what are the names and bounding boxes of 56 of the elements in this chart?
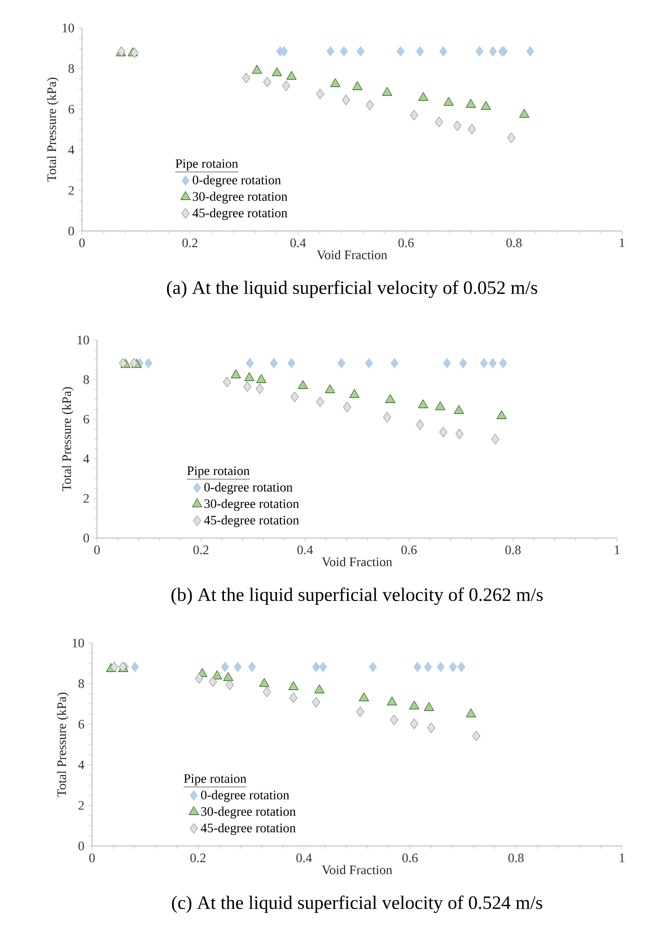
text: (c) At the liquid superficial velocity of 0.524 m/s (172, 896, 542, 913)
y-axis-title: Total Pressure (kPa) (56, 692, 69, 797)
x-tick-label: 0.4 (297, 546, 313, 554)
legend-label: 30-degree rotation (204, 498, 299, 511)
x-tick-label: 1 (620, 238, 624, 248)
x-tick-label: 0.4 (296, 854, 312, 862)
legend-label: 45-degree rotation (192, 208, 288, 220)
x-tick-label: 0.2 (182, 238, 198, 248)
x-tick-label: 0.8 (506, 238, 522, 248)
legend-label: 0-degree rotation (201, 790, 290, 802)
y-tick-label: 6 (84, 414, 90, 424)
legend-label: 45-degree rotation (200, 823, 296, 835)
x-tick-label: 1 (614, 546, 620, 554)
legend-label: 0-degree rotation (192, 175, 281, 188)
legend-label: 30-degree rotation (201, 806, 296, 819)
legend-label: 30-degree rotation (192, 192, 288, 204)
legend-title: Pipe rotaion (187, 466, 250, 478)
x-tick-label: 0.8 (508, 854, 524, 862)
y-tick-label: 6 (78, 720, 84, 729)
y-tick-label: 0 (84, 534, 89, 542)
x-tick-label: 0 (94, 546, 100, 554)
y-tick-label: 2 (68, 186, 74, 195)
y-tick-label: 8 (68, 64, 74, 73)
text: (b) At the liquid superficial velocity of 0.262 m/s (171, 588, 543, 605)
legend-title: Pipe rotaion (184, 774, 246, 786)
y-tick-label: 4 (78, 760, 84, 770)
x-tick-label: 0.4 (290, 238, 306, 248)
x-tick-label: 0.6 (401, 546, 417, 554)
y-tick-label: 2 (78, 801, 84, 810)
text: (a) At the liquid superficial velocity of 0.052 m/s (167, 280, 538, 298)
x-axis-title: Void Fraction (322, 557, 392, 566)
x-tick-label: 0.8 (505, 546, 521, 554)
y-axis-title: Total Pressure (kPa) (46, 78, 59, 182)
x-tick-label: 0.2 (193, 546, 208, 554)
y-axis-title: Total Pressure (kPa) (62, 387, 74, 492)
y-tick-label: 2 (84, 494, 89, 503)
y-tick-label: 10 (78, 336, 89, 344)
x-tick-label: 0.6 (398, 238, 414, 248)
x-axis-title: Void Fraction (316, 250, 388, 260)
y-tick-label: 6 (68, 104, 74, 114)
y-tick-label: 10 (72, 638, 84, 648)
y-tick-label: 0 (78, 842, 84, 850)
y-tick-label: 0 (68, 226, 74, 236)
y-tick-label: 10 (62, 24, 74, 32)
legend-label: 0-degree rotation (204, 482, 292, 494)
y-tick-label: 4 (83, 454, 90, 464)
x-axis-title: Void Fraction (322, 865, 392, 874)
y-tick-label: 4 (68, 146, 74, 154)
legend-label: 45-degree rotation (204, 515, 299, 528)
y-tick-label: 8 (84, 375, 89, 384)
x-tick-label: 0 (89, 854, 95, 862)
legend-title: Pipe rotaion (176, 159, 238, 171)
y-tick-label: 8 (78, 679, 84, 688)
x-tick-label: 0.2 (190, 854, 206, 862)
x-tick-label: 1 (620, 854, 624, 862)
x-tick-label: 0.6 (402, 854, 418, 862)
